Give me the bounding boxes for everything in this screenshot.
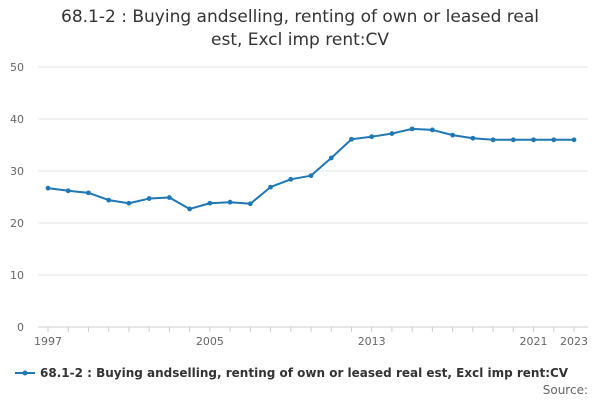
chart-title-line-1: 68.1-2 : Buying andselling, renting of o… — [61, 7, 539, 27]
chart-title: 68.1-2 : Buying andselling, renting of o… — [0, 6, 600, 52]
data-point-2006 — [227, 199, 233, 205]
x-axis: 1997 2005 2013 2021 2023 — [34, 326, 588, 348]
data-point-2019 — [490, 137, 496, 143]
x-tick-label-2005: 2005 — [196, 335, 224, 348]
chart-title-line-2: est, Excl imp rent:CV — [211, 30, 389, 50]
y-tick-label-30: 30 — [10, 165, 24, 178]
data-point-2010 — [308, 173, 314, 179]
data-point-2014 — [389, 131, 395, 136]
legend[interactable]: 68.1-2 : Buying andselling, renting of o… — [14, 366, 568, 380]
data-point-2012 — [349, 136, 354, 142]
data-point-2003 — [166, 195, 172, 200]
data-point-2020 — [510, 137, 516, 143]
x-tick-label-2013: 2013 — [358, 335, 386, 348]
data-point-2017 — [450, 132, 456, 138]
data-point-1997 — [45, 185, 51, 191]
source-label: Source: — [542, 383, 588, 397]
legend-series-label: 68.1-2 : Buying andselling, renting of o… — [40, 366, 569, 380]
data-point-2001 — [126, 200, 132, 206]
data-point-2022 — [551, 137, 557, 143]
data-point-2004 — [187, 206, 193, 212]
y-tick-label-0: 0 — [17, 321, 24, 334]
series-layer — [45, 126, 577, 212]
data-point-2007 — [247, 201, 253, 207]
gridlines — [38, 66, 588, 276]
data-point-2023 — [571, 137, 577, 143]
data-point-2013 — [369, 134, 375, 140]
y-tick-label-20: 20 — [10, 217, 24, 230]
data-point-2015 — [409, 126, 415, 132]
x-tick-label-2021: 2021 — [520, 335, 548, 348]
data-point-2011 — [328, 155, 334, 161]
y-tick-label-40: 40 — [10, 113, 24, 126]
data-point-2002 — [146, 196, 152, 201]
y-axis-labels: 0 10 20 30 40 50 — [10, 61, 24, 334]
x-tick-label-1997: 1997 — [34, 335, 62, 348]
data-point-2021 — [531, 137, 536, 143]
data-point-2000 — [106, 197, 112, 203]
y-tick-label-10: 10 — [10, 269, 24, 282]
data-point-2008 — [268, 184, 273, 190]
data-point-2005 — [207, 200, 213, 206]
data-point-2016 — [429, 127, 435, 133]
y-tick-label-50: 50 — [10, 61, 24, 74]
data-point-1999 — [86, 190, 91, 196]
x-tick-label-2023: 2023 — [560, 335, 588, 348]
data-point-2009 — [288, 176, 294, 182]
legend-series-marker — [15, 370, 35, 376]
data-point-2018 — [470, 135, 476, 141]
data-point-1998 — [65, 188, 71, 194]
